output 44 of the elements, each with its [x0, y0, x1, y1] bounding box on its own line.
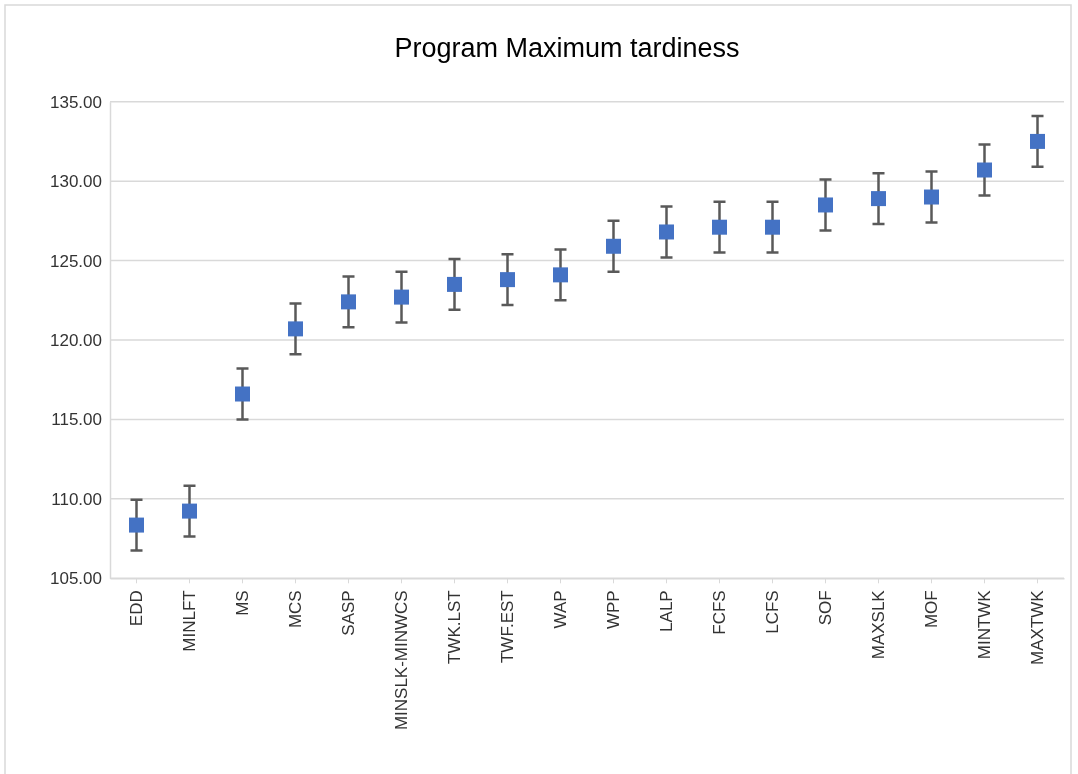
y-tick-label: 105.00 — [50, 569, 102, 589]
y-tick-label: 110.00 — [51, 489, 102, 509]
point — [977, 162, 992, 178]
y-tick-label: 125.00 — [50, 251, 102, 271]
x-tick-label: MS — [233, 590, 253, 616]
point — [606, 238, 621, 254]
x-tick-label: MCS — [286, 590, 306, 629]
point — [553, 267, 568, 283]
x-tick-label: TWF.EST — [498, 590, 518, 664]
point — [447, 276, 462, 292]
x-tick-label: WPP — [604, 590, 624, 630]
x-tick-label: MINLFT — [180, 590, 200, 652]
x-tick-label: MAXTWK — [1028, 589, 1048, 665]
point — [1030, 133, 1045, 149]
point — [659, 224, 674, 240]
point — [182, 503, 197, 519]
y-tick-label: 120.00 — [50, 330, 102, 350]
x-tick-label: EDD — [127, 590, 147, 627]
x-tick-label: SOF — [816, 590, 836, 626]
x-tick-label: TWK.LST — [445, 590, 465, 664]
point — [341, 294, 356, 310]
point — [235, 386, 250, 402]
point — [924, 189, 939, 205]
point — [818, 197, 833, 213]
y-tick-label: 130.00 — [50, 172, 102, 192]
point — [871, 191, 886, 207]
point — [394, 289, 409, 305]
point — [500, 272, 515, 288]
x-tick-label: LALP — [657, 590, 677, 632]
y-tick-label: 115.00 — [51, 410, 102, 430]
chart-title: Program Maximum tardiness — [394, 33, 740, 63]
x-tick-label: MINTWK — [975, 589, 995, 660]
x-tick-label: MINSLK-MINWCS — [392, 590, 412, 731]
point — [288, 321, 303, 337]
point — [712, 219, 727, 235]
x-tick-label: SASP — [339, 590, 359, 636]
point — [765, 219, 780, 235]
point — [129, 517, 144, 533]
y-tick-label: 135.00 — [50, 92, 102, 112]
x-tick-label: MAXSLK — [869, 589, 889, 660]
x-tick-label: FCFS — [710, 590, 730, 635]
x-tick-label: MOF — [922, 590, 942, 629]
x-tick-label: WAP — [551, 590, 571, 629]
x-tick-label: LCFS — [763, 590, 783, 634]
